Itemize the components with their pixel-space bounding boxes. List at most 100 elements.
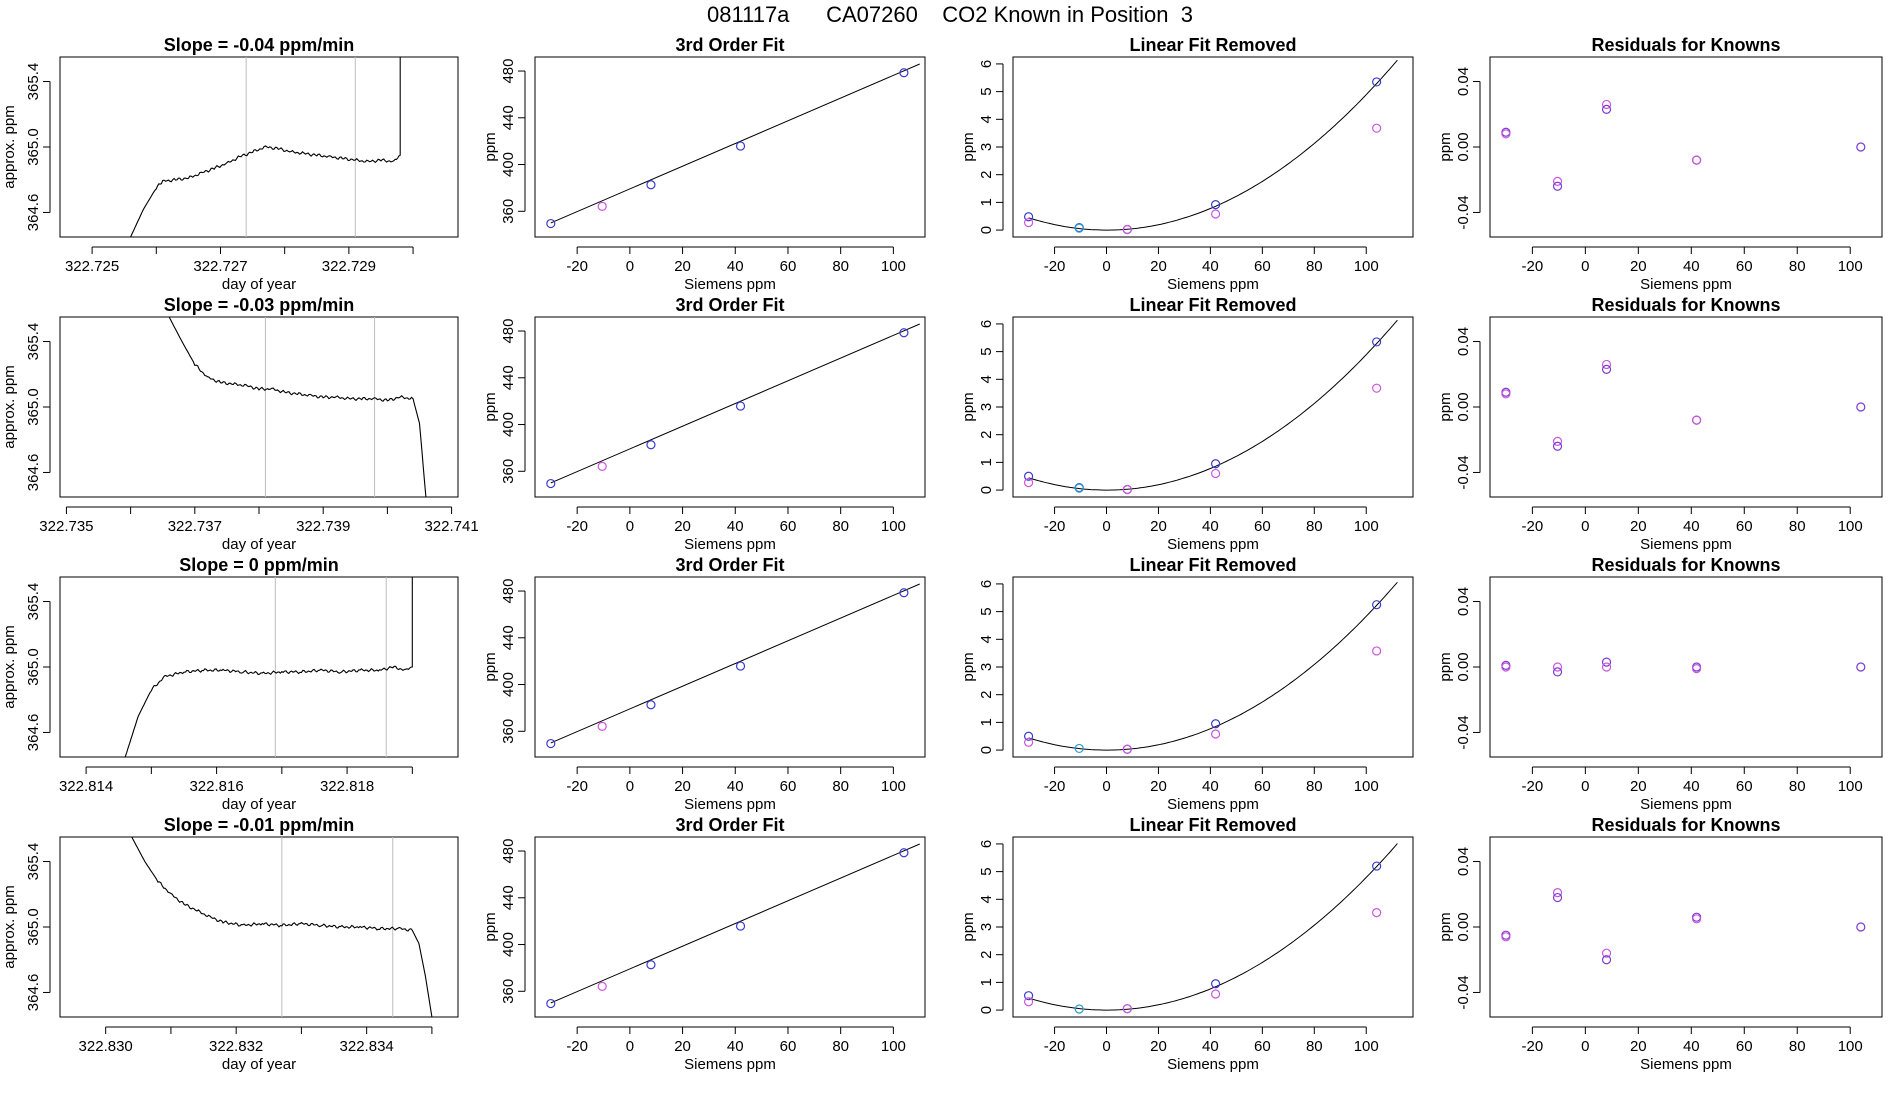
x-axis-label: Siemens ppm (1640, 1056, 1732, 1073)
y-tick-label: 364.6 (25, 454, 42, 492)
x-tick-label: 60 (1736, 518, 1753, 535)
x-tick-label: 100 (1838, 1038, 1863, 1055)
x-tick-label: 60 (1254, 778, 1271, 795)
panel-title: Residuals for Knowns (1591, 815, 1780, 835)
x-tick-label: 20 (674, 258, 691, 275)
panel-2-2: Linear Fit Removed-20 0 20 40 60 80 100Siemens… (960, 555, 1414, 813)
panel-1-2: 3rd Order Fit -20 0 20 40 60 80 100 Siemens ppm 3… (482, 555, 926, 813)
y-tick-label: 365.0 (25, 128, 42, 166)
data-point (646, 700, 656, 710)
x-tick-label: 322.816 (189, 778, 243, 795)
y-tick-label: 365.4 (25, 843, 42, 881)
data-point (597, 201, 607, 211)
x-tick-label: 322.725 (65, 258, 119, 275)
data-point (1023, 478, 1034, 488)
panel-title: Slope = -0.01 ppm/min (164, 815, 355, 835)
data-point (1210, 468, 1221, 479)
data-point (1210, 729, 1221, 739)
plot-frame (59, 836, 459, 1018)
x-tick-label: -20 (566, 1038, 588, 1055)
panel-2-3: Linear Fit Removed-20 0 20 40 60 80 100Siemens… (960, 815, 1414, 1073)
y-tick-label: 364.6 (25, 194, 42, 232)
x-axis-label: Siemens ppm (684, 796, 776, 813)
data-point (1691, 914, 1702, 924)
panel-title: Linear Fit Removed (1129, 35, 1296, 55)
data-point (1601, 662, 1612, 672)
x-tick-label: -20 (566, 258, 588, 275)
data-point (1552, 667, 1563, 677)
panel-title: 3rd Order Fit (675, 35, 784, 55)
panel-title: Residuals for Knowns (1591, 555, 1780, 575)
x-axis-label: Siemens ppm (1640, 536, 1732, 553)
y-axis-label: ppm (1437, 652, 1454, 681)
x-tick-label: 100 (1838, 518, 1863, 535)
x-tick-label: 20 (674, 518, 691, 535)
x-tick-label: 20 (1630, 778, 1647, 795)
data-point (646, 180, 656, 190)
y-tick-label: 5 (978, 87, 995, 95)
y-tick-label: 364.6 (25, 714, 42, 752)
data-point (1372, 337, 1382, 347)
x-axis-label: day of year (222, 536, 296, 553)
x-tick-label: 80 (832, 258, 849, 275)
x-tick-label: 0 (1102, 778, 1110, 795)
x-tick-label: 100 (881, 1038, 906, 1055)
plot-frame (534, 56, 926, 238)
y-tick-label: 5 (978, 607, 995, 615)
x-tick-label: 80 (1789, 258, 1806, 275)
y-tick-label: 440 (500, 625, 517, 650)
panel-3-3: Residuals for Knowns -20 0 20 40 60 80 100 Sieme… (1437, 815, 1883, 1073)
y-tick-label: 0.00 (1455, 912, 1472, 941)
y-tick-label: 360 (500, 199, 517, 224)
y-tick-label: 1 (978, 978, 995, 986)
y-tick-label: 360 (500, 459, 517, 484)
y-axis-label: approx. ppm (1, 105, 18, 188)
data-point (899, 328, 909, 338)
y-tick-label: -0.04 (1455, 975, 1472, 1009)
x-tick-label: 60 (780, 778, 797, 795)
plot-frame (1012, 316, 1414, 498)
x-tick-label: 40 (1683, 1038, 1700, 1055)
x-tick-label: 80 (1306, 1038, 1323, 1055)
panel-3-1: Residuals for Knowns -20 0 20 40 60 80 100 Sieme… (1437, 295, 1883, 553)
x-tick-label: 322.739 (296, 518, 350, 535)
x-axis-label: day of year (222, 1056, 296, 1073)
figure-title: 081117a CA07260 CO2 Known in Position 3 (707, 2, 1193, 27)
x-tick-label: 20 (1630, 258, 1647, 275)
y-tick-label: 0.04 (1455, 847, 1472, 876)
x-tick-label: 80 (1789, 1038, 1806, 1055)
data-point (1601, 657, 1612, 667)
data-point (1691, 664, 1702, 674)
data-point (646, 960, 656, 970)
data-point (597, 461, 607, 471)
plot-frame (1012, 836, 1414, 1018)
data-point (1210, 200, 1221, 210)
x-tick-label: 100 (1354, 778, 1379, 795)
plot-frame (1489, 316, 1883, 498)
data-point (1501, 662, 1511, 672)
x-tick-label: 80 (832, 1038, 849, 1055)
x-tick-label: 322.727 (193, 258, 247, 275)
x-tick-label: 40 (727, 258, 744, 275)
panel-title: 3rd Order Fit (675, 555, 784, 575)
x-tick-label: 60 (1254, 1038, 1271, 1055)
data-point (1552, 181, 1563, 191)
data-point (597, 721, 607, 731)
data-point (1552, 441, 1563, 451)
x-tick-label: 80 (1789, 518, 1806, 535)
data-point (1074, 483, 1084, 493)
x-tick-label: 60 (1736, 778, 1753, 795)
y-tick-label: 480 (500, 319, 517, 344)
co2-trace (168, 317, 427, 497)
x-tick-label: 80 (832, 518, 849, 535)
x-tick-label: -20 (1044, 778, 1066, 795)
x-axis-label: Siemens ppm (1640, 796, 1732, 813)
x-tick-label: 322.741 (424, 518, 478, 535)
x-axis-label: Siemens ppm (1640, 276, 1732, 293)
fit-curve (1028, 581, 1398, 751)
panel-title: Residuals for Knowns (1591, 295, 1780, 315)
y-tick-label: 1 (978, 198, 995, 206)
y-tick-label: 6 (978, 840, 995, 848)
x-tick-label: 100 (1354, 258, 1379, 275)
x-axis-label: Siemens ppm (1167, 796, 1259, 813)
